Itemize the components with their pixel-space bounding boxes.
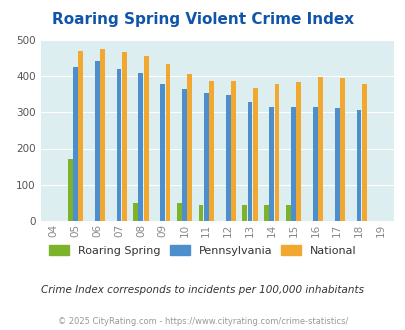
Bar [95,61,100,221]
Bar [361,83,366,221]
Bar [252,87,257,221]
Bar [318,77,322,221]
Bar [165,64,170,221]
Bar [198,206,203,221]
Bar [187,74,192,221]
Text: Crime Index corresponds to incidents per 100,000 inhabitants: Crime Index corresponds to incidents per… [41,285,364,295]
Bar [263,206,268,221]
Bar [312,107,317,221]
Bar [177,203,181,221]
Bar [122,51,126,221]
Bar [274,84,279,221]
Bar [143,56,148,221]
Bar [78,51,83,221]
Bar [209,81,213,221]
Bar [334,108,339,221]
Bar [133,203,138,221]
Bar [182,88,186,221]
Bar [290,107,295,221]
Text: © 2025 CityRating.com - https://www.cityrating.com/crime-statistics/: © 2025 CityRating.com - https://www.city… [58,317,347,326]
Bar [269,107,273,221]
Bar [138,73,143,221]
Text: Roaring Spring Violent Crime Index: Roaring Spring Violent Crime Index [52,12,353,26]
Bar [225,95,230,221]
Bar [339,78,344,221]
Bar [247,102,252,221]
Bar [356,110,360,221]
Bar [68,159,72,221]
Bar [203,93,208,221]
Bar [73,67,78,221]
Legend: Roaring Spring, Pennsylvania, National: Roaring Spring, Pennsylvania, National [46,242,359,259]
Bar [160,83,165,221]
Bar [296,82,301,221]
Bar [100,50,104,221]
Bar [285,206,290,221]
Bar [230,81,235,221]
Bar [116,69,121,221]
Bar [242,206,247,221]
